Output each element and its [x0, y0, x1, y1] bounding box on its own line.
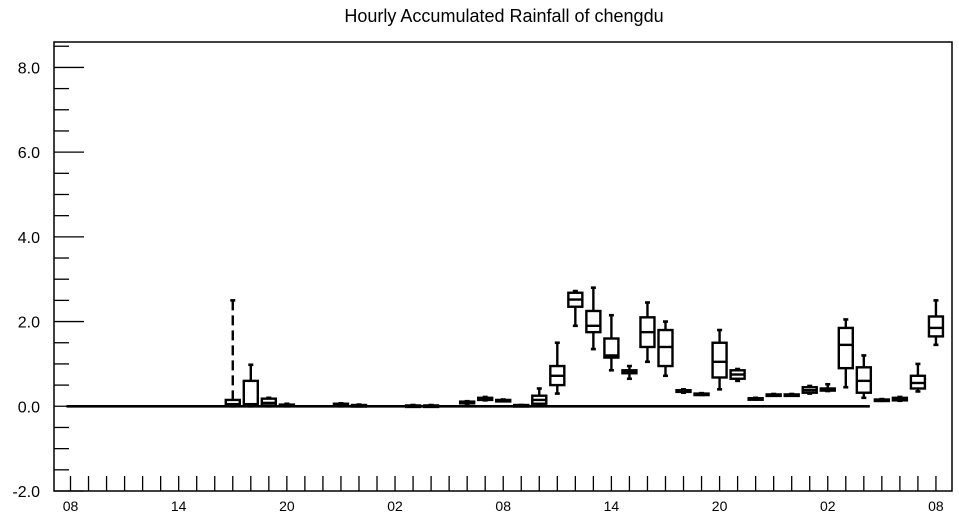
- x-tick-label: 20: [712, 498, 728, 514]
- y-tick-label: 2.0: [18, 315, 40, 332]
- plot-frame: [53, 41, 953, 492]
- box-body: [711, 341, 728, 379]
- x-tick-label: 02: [820, 498, 836, 514]
- box-body: [927, 315, 945, 338]
- x-tick-label: 02: [387, 498, 403, 514]
- x-tick-label: 20: [279, 498, 295, 514]
- x-tick-label: 08: [63, 498, 79, 514]
- x-tick-label: 14: [604, 498, 620, 514]
- y-tick-label: 4.0: [18, 230, 40, 247]
- box-body: [603, 337, 620, 359]
- box-body: [585, 309, 602, 334]
- box-body: [242, 379, 260, 408]
- plot-area: -2.0 0.0 2.0 4.0 6.0 8.0 08 14 20 02 08 14 20 02 08: [12, 41, 953, 514]
- y-tick-label: -2.0: [12, 484, 40, 501]
- chart-title: Hourly Accumulated Rainfall of chengdu: [344, 6, 663, 26]
- y-tick-label: 6.0: [18, 145, 40, 162]
- x-tick-label: 08: [928, 498, 944, 514]
- y-tick-label: 8.0: [18, 60, 40, 77]
- box-body: [837, 326, 854, 370]
- x-tick-label: 08: [495, 498, 511, 514]
- x-tick-label: 14: [171, 498, 187, 514]
- y-tick-label: 0.0: [18, 399, 40, 416]
